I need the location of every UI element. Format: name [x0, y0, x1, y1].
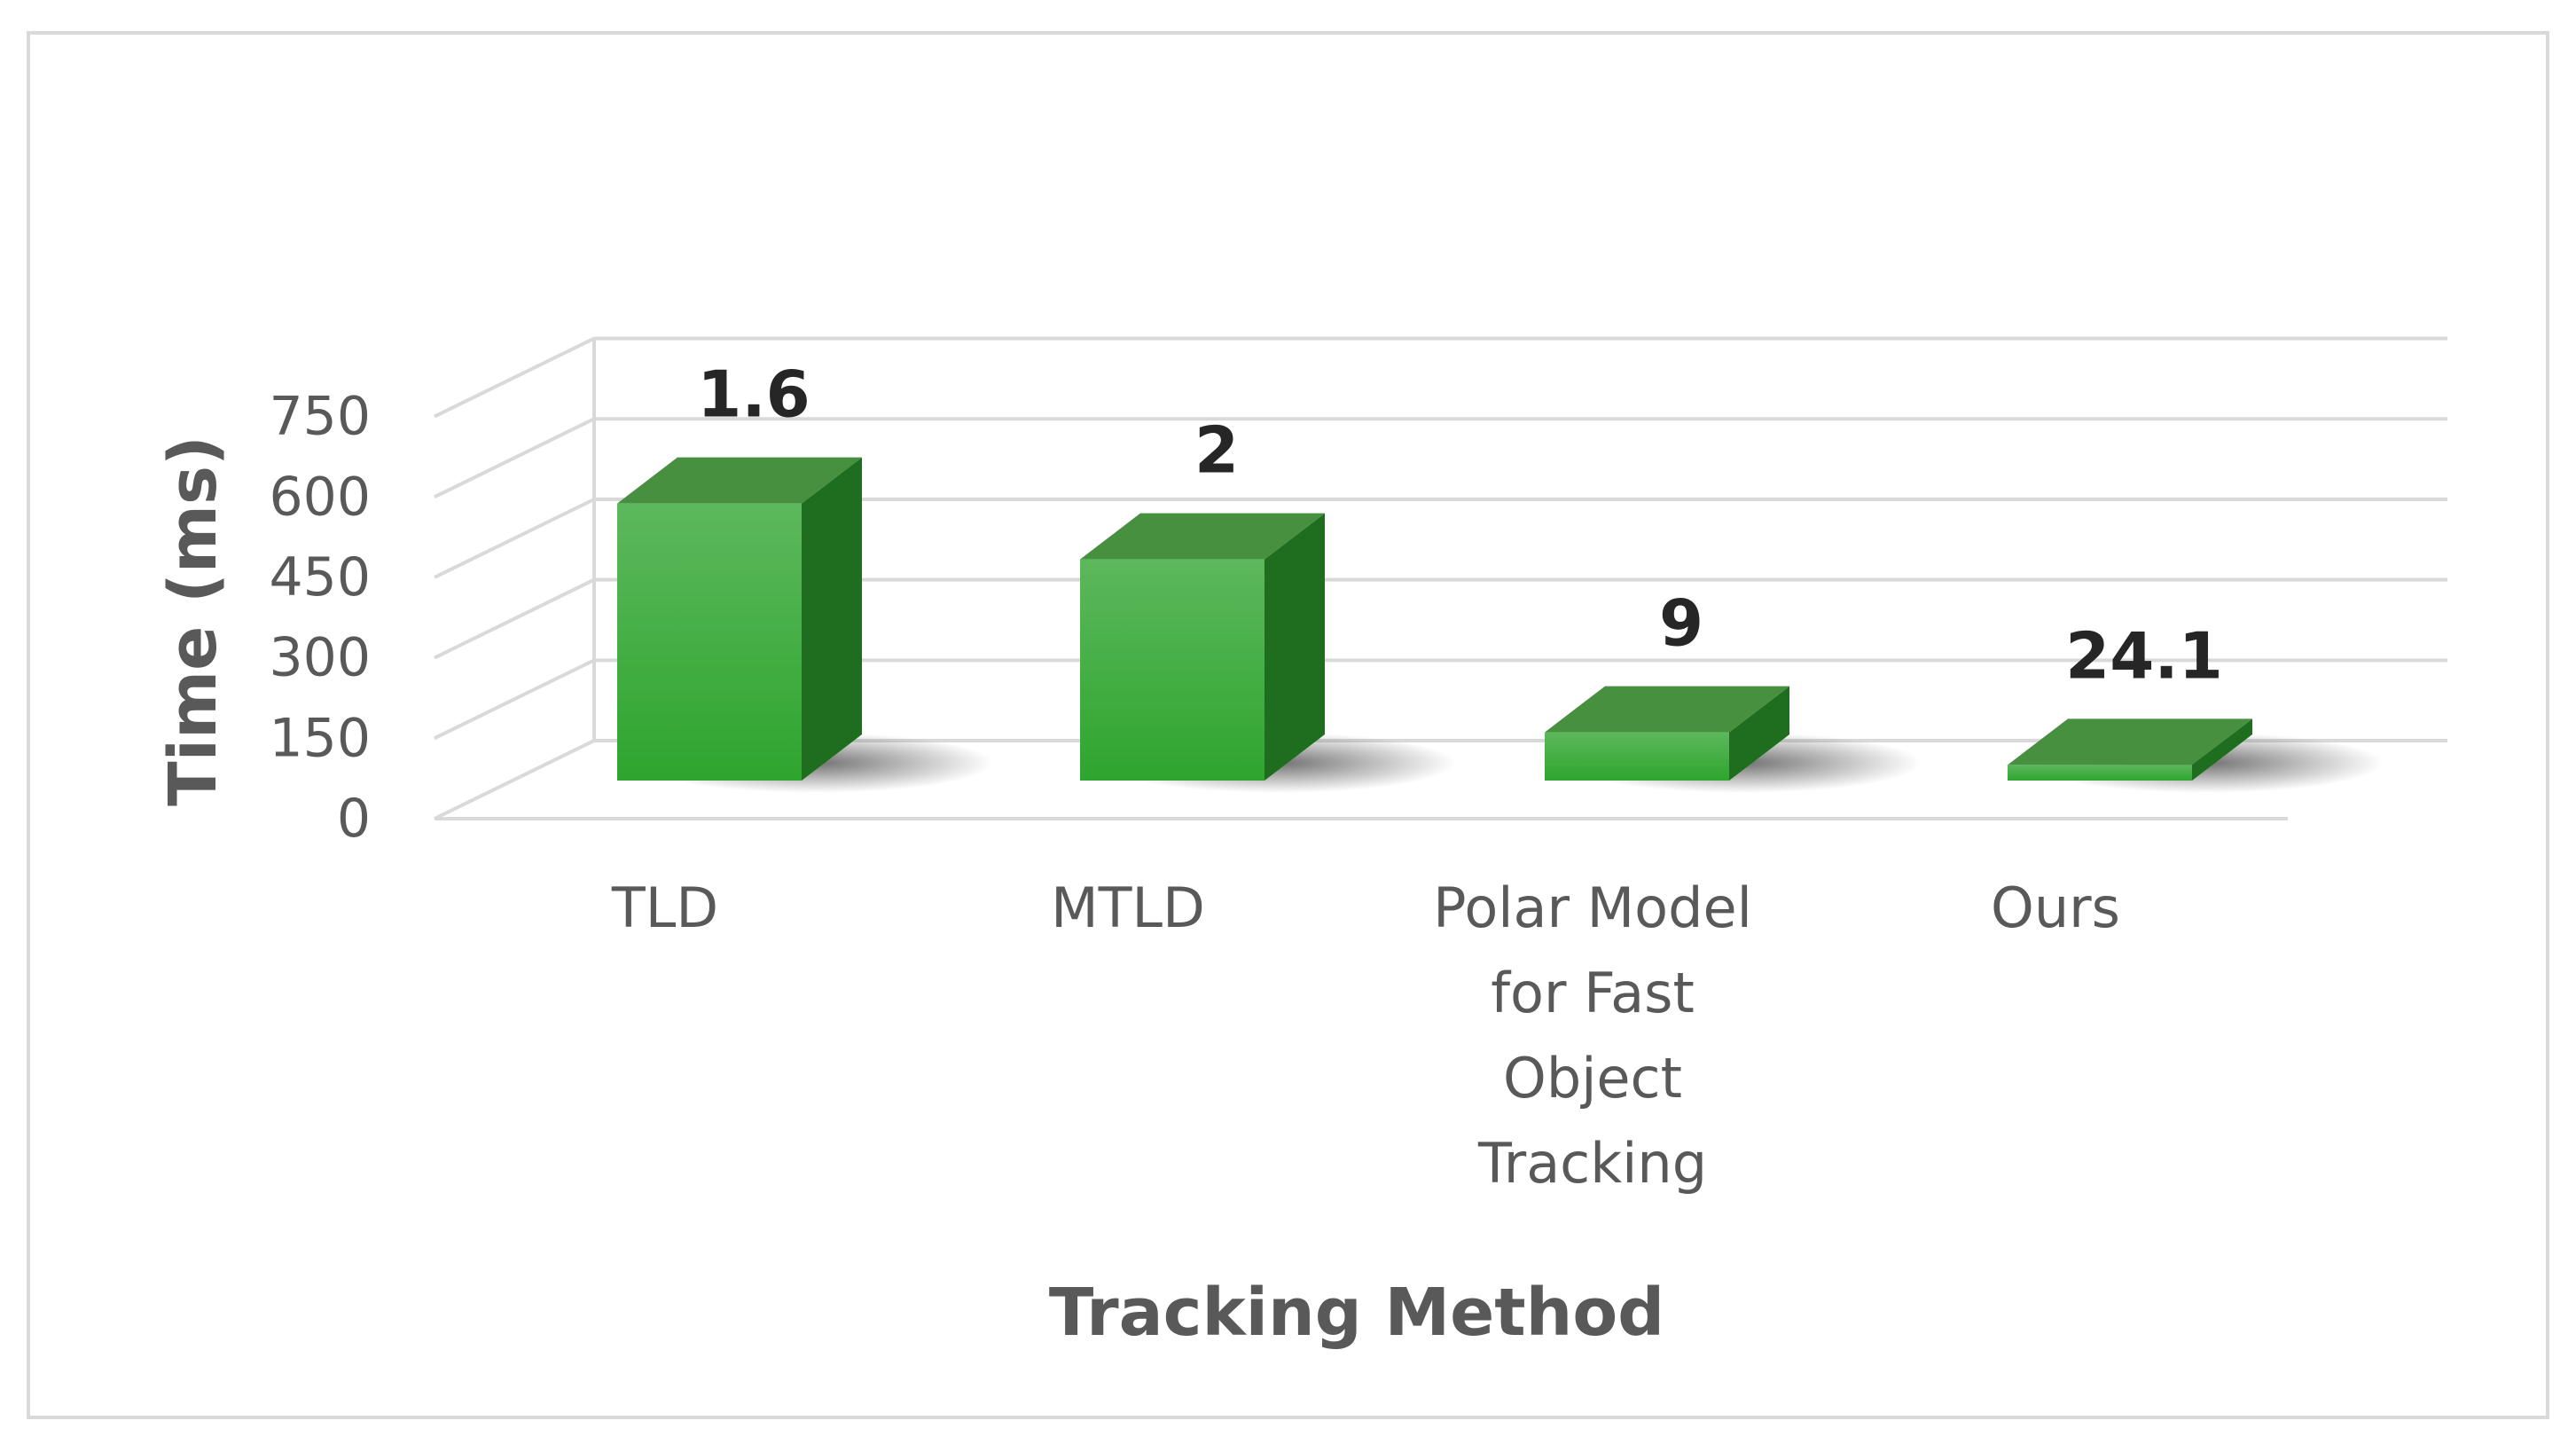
bars: 1.6 2 9 24.1 — [617, 357, 2384, 793]
data-label: 1.6 — [697, 357, 810, 432]
bar-front — [1080, 559, 1265, 781]
bar-front — [2008, 765, 2192, 781]
bar-side — [1265, 513, 1325, 781]
y-tick-label: 450 — [269, 546, 371, 608]
bar-side — [802, 457, 862, 781]
x-axis-categories: TLD MTLD Polar Model for Fast Object Tracking… — [611, 875, 2120, 1196]
x-axis-title: Tracking Method — [1049, 1275, 1664, 1351]
y-tick-label: 0 — [337, 788, 371, 850]
y-tick-label: 600 — [269, 466, 371, 528]
data-label: 9 — [1659, 586, 1703, 661]
bar-top — [1080, 513, 1325, 560]
bar: 9 — [1545, 586, 1921, 793]
bar: 1.6 — [617, 357, 993, 793]
y-tick-label: 150 — [269, 707, 371, 769]
bar-front — [1545, 732, 1729, 781]
bar-side — [2192, 718, 2252, 781]
bar-top — [2008, 718, 2252, 765]
y-tick-label: 750 — [269, 386, 371, 448]
category-label: TLD — [611, 875, 718, 940]
category-label: Ours — [1991, 875, 2120, 940]
bar: 24.1 — [2008, 618, 2384, 793]
category-label: MTLD — [1051, 875, 1205, 940]
category-label: Polar Model for Fast Object Tracking — [1433, 875, 1752, 1196]
bar-side — [1729, 686, 1789, 781]
data-label: 24.1 — [2065, 618, 2223, 693]
y-axis-ticks: 0 150 300 450 600 750 — [269, 386, 371, 850]
bar: 2 — [1080, 413, 1456, 793]
y-axis-title: Time (ms) — [155, 436, 231, 806]
bar-front — [617, 503, 802, 781]
data-label: 2 — [1194, 413, 1239, 488]
bar-top — [617, 457, 862, 504]
bar-top — [1545, 686, 1789, 733]
y-tick-label: 300 — [269, 627, 371, 689]
